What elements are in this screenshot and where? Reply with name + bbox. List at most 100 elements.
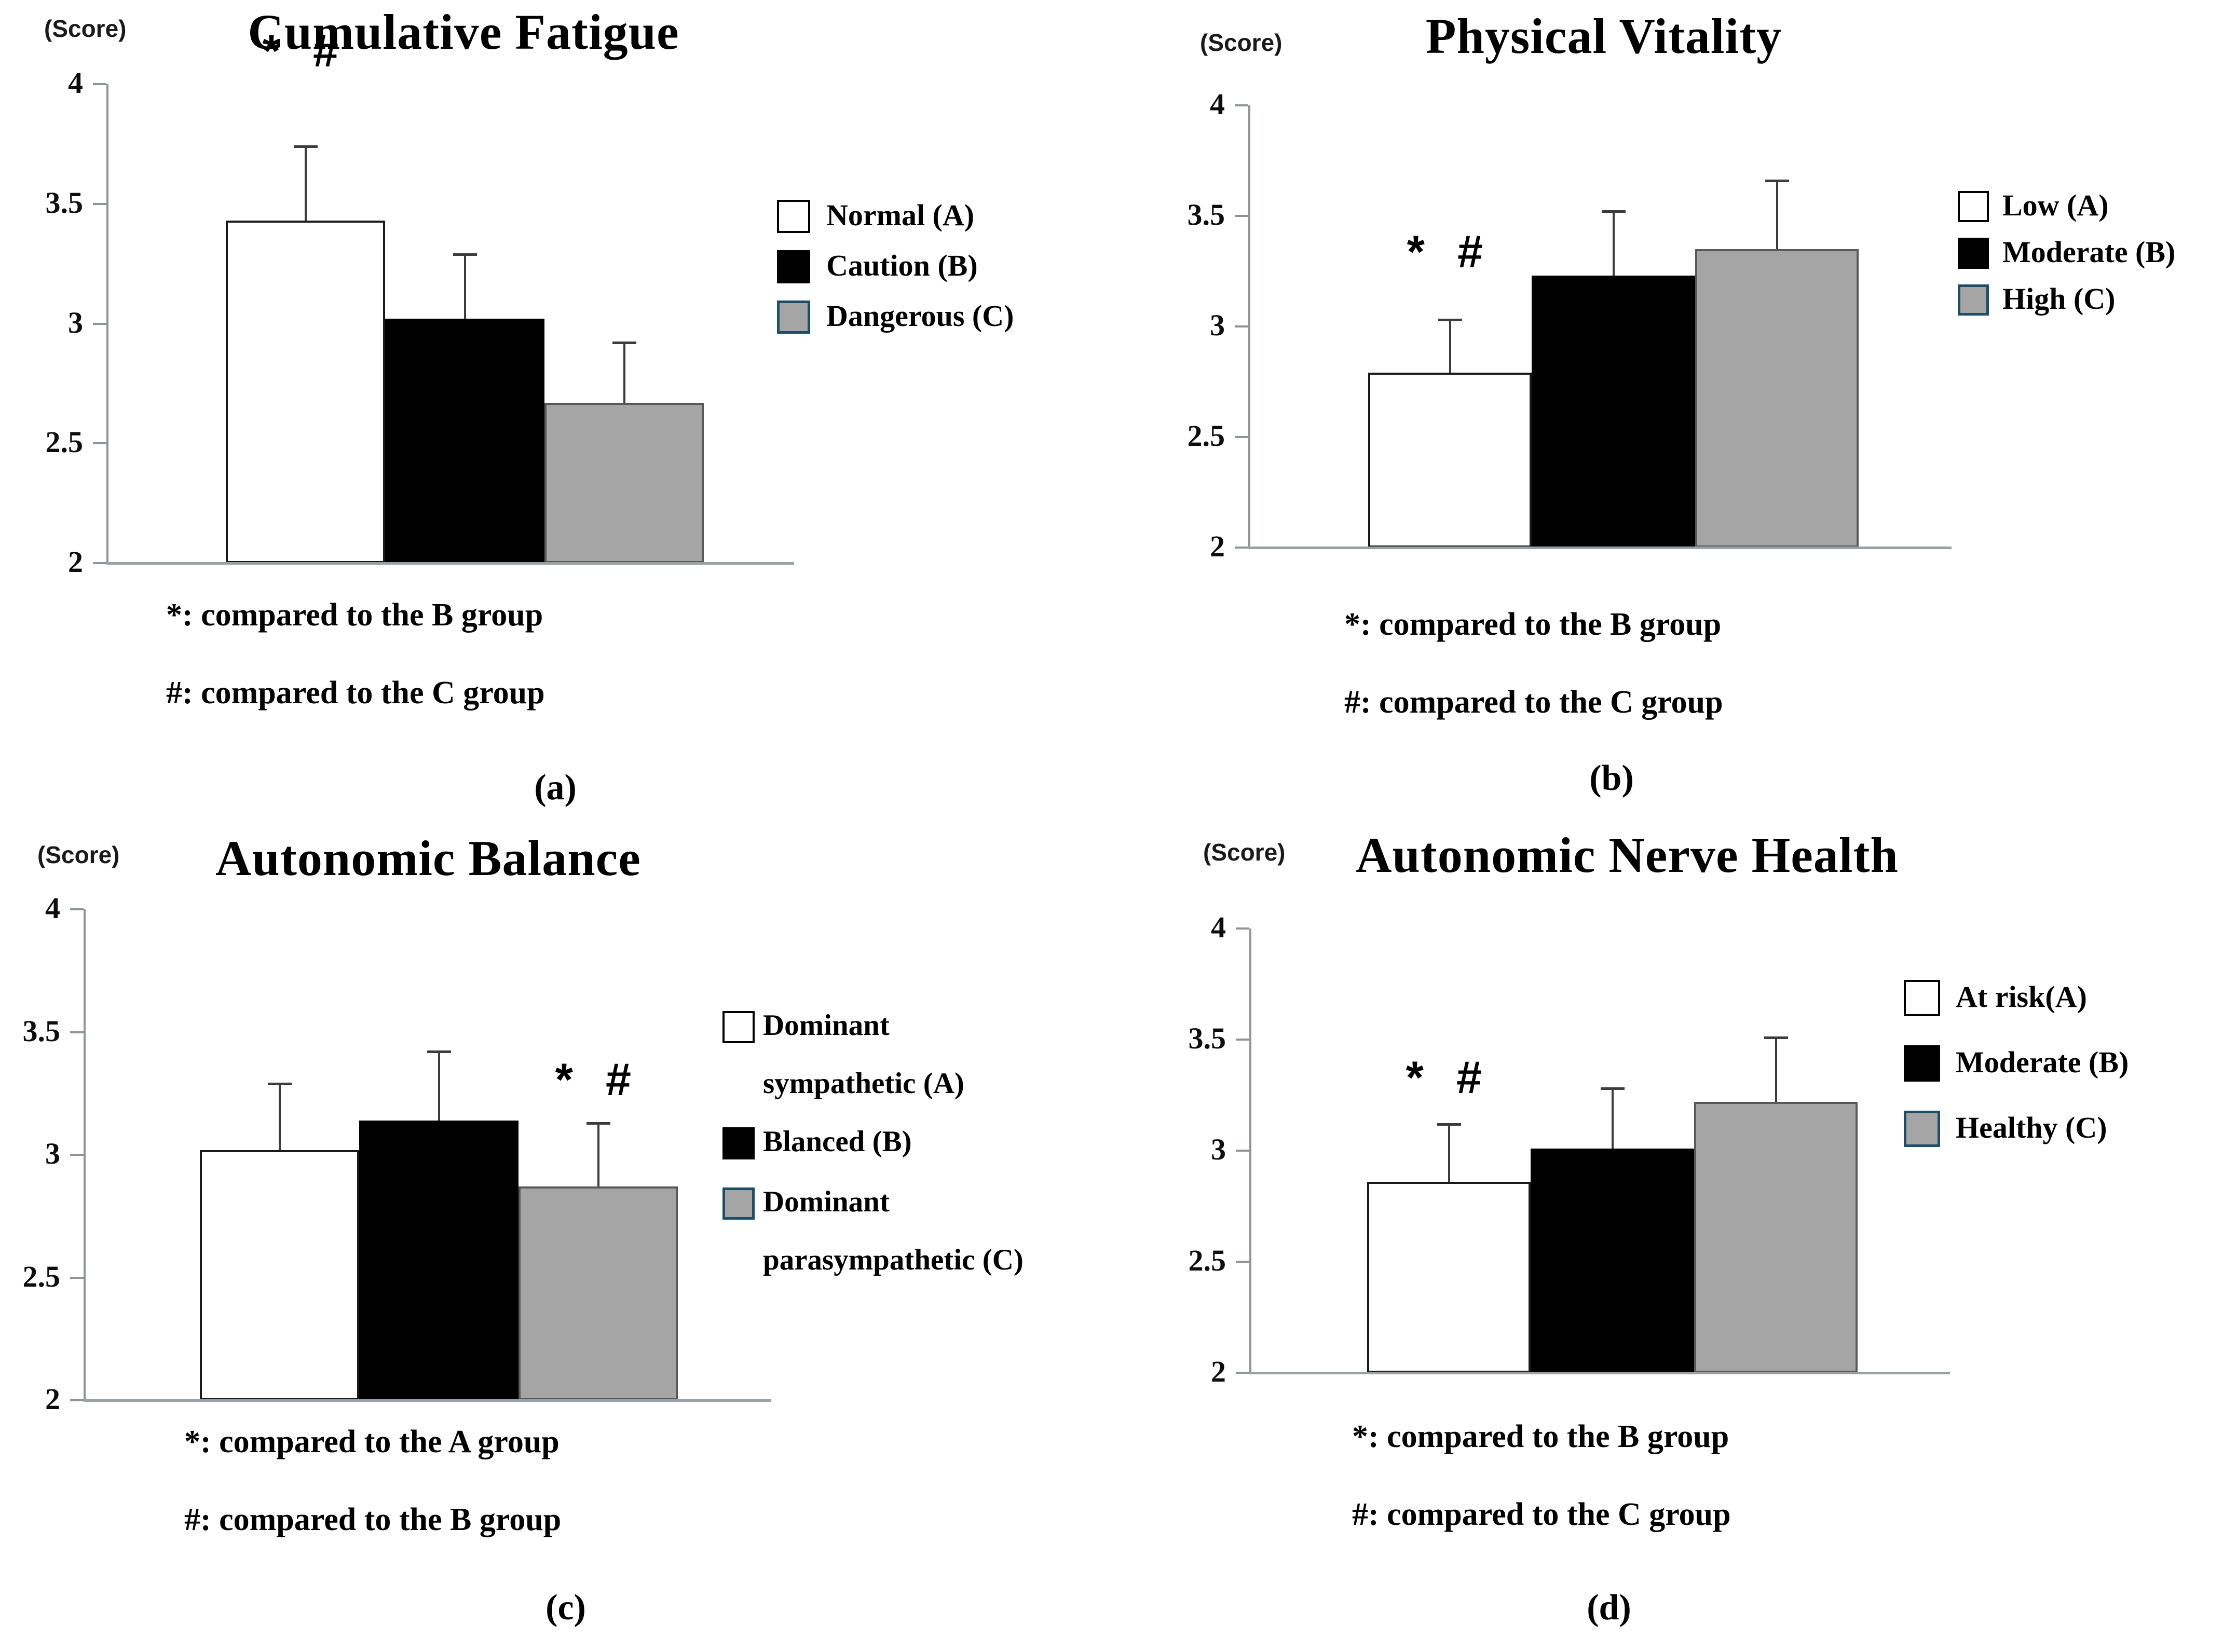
legend-label: sympathetic (A) [763,1067,964,1100]
legend-swatch [1958,238,1989,269]
bar-moderate-b [1531,1148,1694,1373]
footnote-line: #: compared to the C group [1352,1497,1731,1532]
legend-swatch [1904,1111,1940,1147]
legend-swatch [1958,284,1989,316]
y-tick-label: 3 [45,1137,60,1171]
error-bar-cap [1765,179,1789,182]
y-tick-label: 2.5 [22,1259,61,1293]
y-tick-label: 4 [1210,87,1225,121]
panel-letter: (c) [545,1588,586,1628]
y-axis-tick [70,1399,84,1401]
error-bar-cap [427,1050,451,1054]
error-bar-cap [1764,1036,1788,1039]
y-axis-tick [1235,547,1248,549]
error-bar-cap [1600,1087,1625,1090]
y-axis-line [106,84,108,563]
bar-dominant-sympathetic-a [200,1150,359,1400]
significance-annotation: * # [555,1053,642,1105]
y-axis-tick [70,908,84,910]
footnote-line: *: compared to the B group [1344,607,1722,642]
y-axis-tick [70,1276,84,1279]
chart-title: Physical Vitality [1425,8,1782,64]
panel-letter: (a) [534,768,577,808]
legend-label: Normal (A) [826,198,975,232]
legend-label: Dangerous (C) [826,298,1014,333]
error-bar-cap [267,1082,292,1085]
error-bar-stem [304,146,307,221]
legend-label: Caution (B) [826,248,978,282]
y-axis-line [1248,105,1250,548]
y-tick-label: 2 [68,545,83,579]
bar-healthy-c [1694,1101,1858,1373]
significance-annotation: * # [262,25,349,77]
y-axis-tick [93,562,106,564]
y-axis-tick [1235,436,1248,438]
error-bar-stem [1612,211,1615,276]
error-bar-stem [1776,180,1778,249]
error-bar-stem [597,1123,599,1187]
legend-swatch [777,250,810,283]
footnote-line: *: compared to the B group [166,597,543,633]
error-bar-stem [438,1052,440,1121]
y-tick-label: 2.5 [1187,419,1225,453]
chart-title: Autonomic Nerve Health [1356,827,1899,883]
footnote-line: #: compared to the B group [184,1502,562,1537]
footnote-line: *: compared to the B group [1352,1419,1729,1454]
legend-label: parasympathetic (C) [763,1244,1024,1277]
x-axis-line [1248,547,1952,549]
significance-annotation: * # [1406,1052,1492,1103]
y-axis-tick [1235,104,1248,106]
y-axis-unit-label: (Score) [1200,29,1283,56]
y-axis-unit-label: (Score) [37,841,120,868]
y-tick-label: 2 [1211,1355,1226,1389]
error-bar-stem [1448,1124,1450,1182]
y-axis-tick [93,442,106,445]
chart-title: Autonomic Balance [215,830,641,886]
legend-swatch [722,1187,755,1220]
error-bar-cap [453,253,477,256]
y-tick-label: 3.5 [22,1014,61,1048]
y-axis-unit-label: (Score) [44,15,127,42]
y-tick-label: 3.5 [1188,1021,1226,1056]
legend-label: Dominant [763,1009,890,1042]
x-axis-line [1249,1372,1950,1374]
y-tick-label: 2 [1210,529,1225,564]
bar-at-risk-a [1367,1181,1531,1373]
legend-label: Dominant [763,1185,890,1219]
legend-label: Moderate (B) [1956,1045,2129,1079]
error-bar-stem [278,1083,281,1150]
plot-area: 4 3.5 3 2.5 2 [1188,87,1952,563]
y-axis-tick [1236,927,1249,930]
error-bar-cap [293,145,318,148]
y-tick-label: 2 [45,1382,60,1416]
significance-annotation: * # [1407,225,1493,277]
y-tick-label: 3.5 [45,185,84,220]
y-axis-tick [70,1031,84,1033]
y-axis-tick [1236,1039,1249,1041]
panel-letter: (b) [1589,758,1634,798]
error-bar-stem [1611,1088,1614,1149]
y-axis-line [84,909,86,1400]
legend-swatch [1958,191,1989,222]
y-axis-tick [1236,1372,1249,1374]
legend-label: Healthy (C) [1956,1110,2107,1144]
footnote-line: #: compared to the C group [166,675,545,711]
legend-swatch [1904,1045,1940,1082]
y-axis-line [1249,929,1251,1373]
legend-label: Low (A) [2002,188,2109,222]
y-tick-label: 2.5 [1188,1244,1226,1278]
legend-swatch [722,1127,755,1159]
x-axis-line [84,1399,771,1402]
plot-area: 4 3.5 3 2.5 2 [46,66,794,579]
bar-caution-b [385,319,544,563]
error-bar-stem [623,343,625,403]
footnote-line: *: compared to the A group [184,1424,560,1459]
x-axis-line [106,562,794,565]
y-tick-label: 3 [1211,1132,1226,1167]
error-bar-cap [1438,319,1462,322]
error-bar-stem [1775,1037,1777,1102]
legend-swatch [777,301,810,334]
y-axis-tick [1236,1261,1249,1263]
error-bar-stem [1449,320,1451,373]
